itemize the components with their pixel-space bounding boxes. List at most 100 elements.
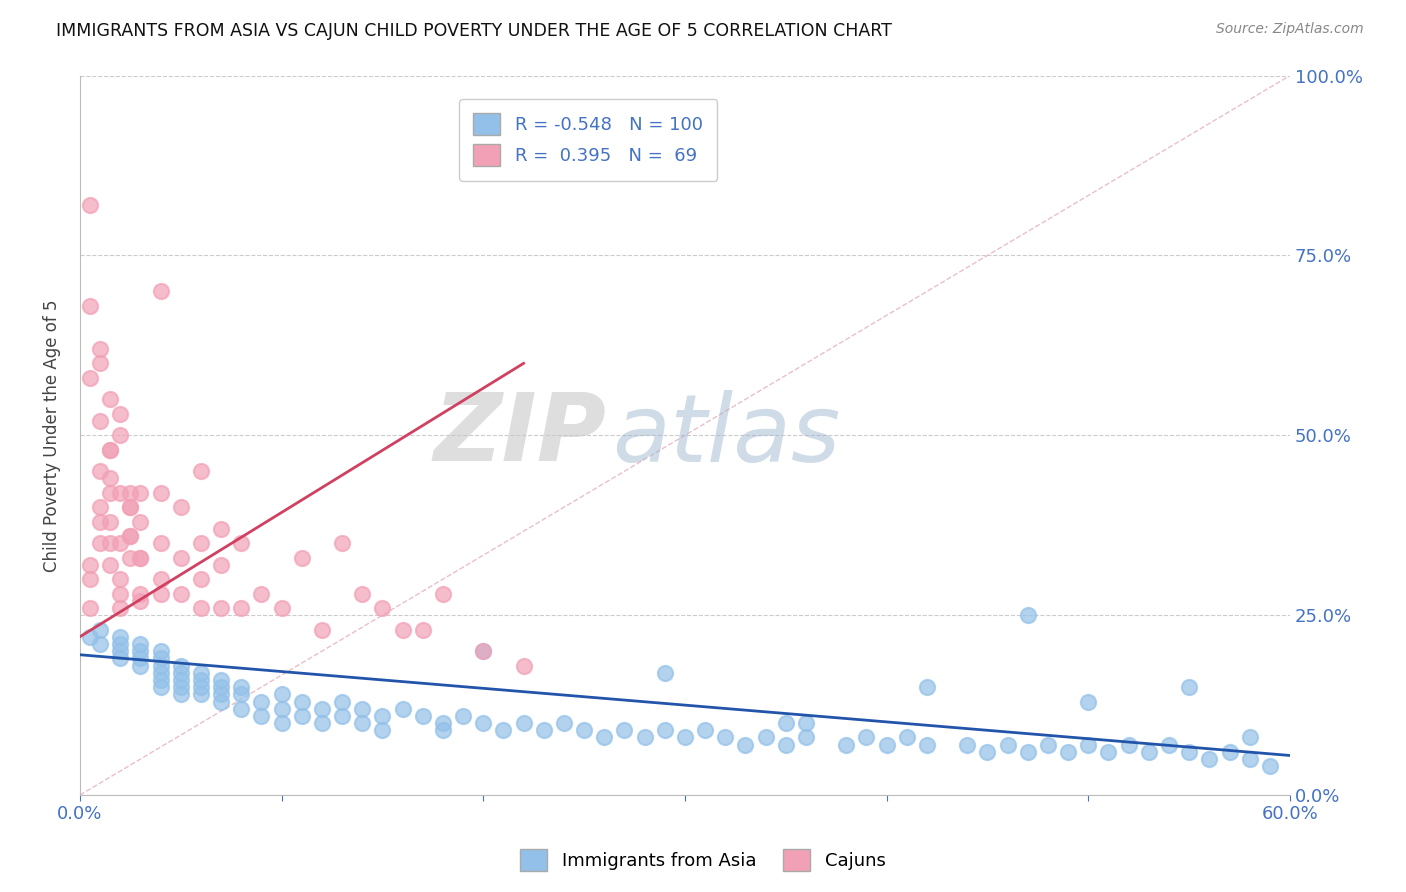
Y-axis label: Child Poverty Under the Age of 5: Child Poverty Under the Age of 5 — [44, 299, 60, 572]
Point — [311, 716, 333, 731]
Point — [89, 342, 111, 356]
Point — [876, 738, 898, 752]
Point — [149, 680, 172, 694]
Point — [231, 702, 253, 716]
Point — [512, 716, 534, 731]
Point — [190, 572, 212, 586]
Point — [231, 536, 253, 550]
Point — [231, 601, 253, 615]
Point — [79, 630, 101, 644]
Point — [1017, 608, 1039, 623]
Point — [472, 644, 495, 658]
Point — [1017, 745, 1039, 759]
Point — [108, 637, 131, 651]
Point — [714, 731, 737, 745]
Point — [120, 500, 142, 515]
Point — [613, 723, 636, 738]
Point — [371, 723, 394, 738]
Point — [291, 709, 314, 723]
Point — [593, 731, 616, 745]
Point — [533, 723, 555, 738]
Point — [1118, 738, 1140, 752]
Point — [451, 709, 474, 723]
Point — [915, 738, 938, 752]
Point — [170, 658, 193, 673]
Point — [149, 572, 172, 586]
Point — [1137, 745, 1160, 759]
Point — [129, 658, 152, 673]
Point — [432, 586, 454, 600]
Point — [209, 694, 232, 708]
Point — [1036, 738, 1059, 752]
Point — [108, 428, 131, 442]
Text: ZIP: ZIP — [433, 389, 606, 482]
Point — [129, 637, 152, 651]
Point — [673, 731, 696, 745]
Point — [98, 442, 121, 457]
Point — [129, 515, 152, 529]
Point — [352, 702, 374, 716]
Point — [89, 414, 111, 428]
Point — [79, 572, 101, 586]
Point — [170, 586, 193, 600]
Point — [79, 299, 101, 313]
Point — [89, 637, 111, 651]
Point — [270, 601, 292, 615]
Point — [352, 716, 374, 731]
Point — [120, 486, 142, 500]
Point — [311, 702, 333, 716]
Point — [1239, 731, 1261, 745]
Point — [209, 673, 232, 687]
Point — [896, 731, 918, 745]
Point — [129, 550, 152, 565]
Point — [472, 716, 495, 731]
Point — [250, 586, 273, 600]
Point — [129, 651, 152, 665]
Point — [371, 601, 394, 615]
Point — [89, 464, 111, 478]
Text: Source: ZipAtlas.com: Source: ZipAtlas.com — [1216, 22, 1364, 37]
Point — [79, 198, 101, 212]
Point — [190, 536, 212, 550]
Point — [250, 709, 273, 723]
Point — [330, 536, 353, 550]
Point — [120, 529, 142, 543]
Point — [89, 500, 111, 515]
Point — [170, 550, 193, 565]
Point — [149, 586, 172, 600]
Point — [654, 665, 676, 680]
Point — [120, 529, 142, 543]
Point — [1239, 752, 1261, 766]
Point — [98, 536, 121, 550]
Point — [120, 550, 142, 565]
Point — [108, 651, 131, 665]
Point — [1178, 745, 1201, 759]
Point — [190, 665, 212, 680]
Point — [149, 673, 172, 687]
Point — [89, 515, 111, 529]
Point — [129, 644, 152, 658]
Point — [775, 738, 797, 752]
Point — [270, 687, 292, 701]
Point — [855, 731, 877, 745]
Point — [190, 464, 212, 478]
Point — [1178, 680, 1201, 694]
Point — [108, 536, 131, 550]
Point — [1097, 745, 1119, 759]
Point — [1258, 759, 1281, 773]
Point — [633, 731, 655, 745]
Legend: Immigrants from Asia, Cajuns: Immigrants from Asia, Cajuns — [513, 842, 893, 879]
Point — [330, 709, 353, 723]
Point — [89, 356, 111, 370]
Point — [149, 486, 172, 500]
Point — [291, 550, 314, 565]
Point — [89, 623, 111, 637]
Point — [835, 738, 858, 752]
Point — [915, 680, 938, 694]
Point — [149, 285, 172, 299]
Text: atlas: atlas — [613, 390, 841, 481]
Point — [1077, 694, 1099, 708]
Point — [371, 709, 394, 723]
Point — [108, 407, 131, 421]
Point — [170, 680, 193, 694]
